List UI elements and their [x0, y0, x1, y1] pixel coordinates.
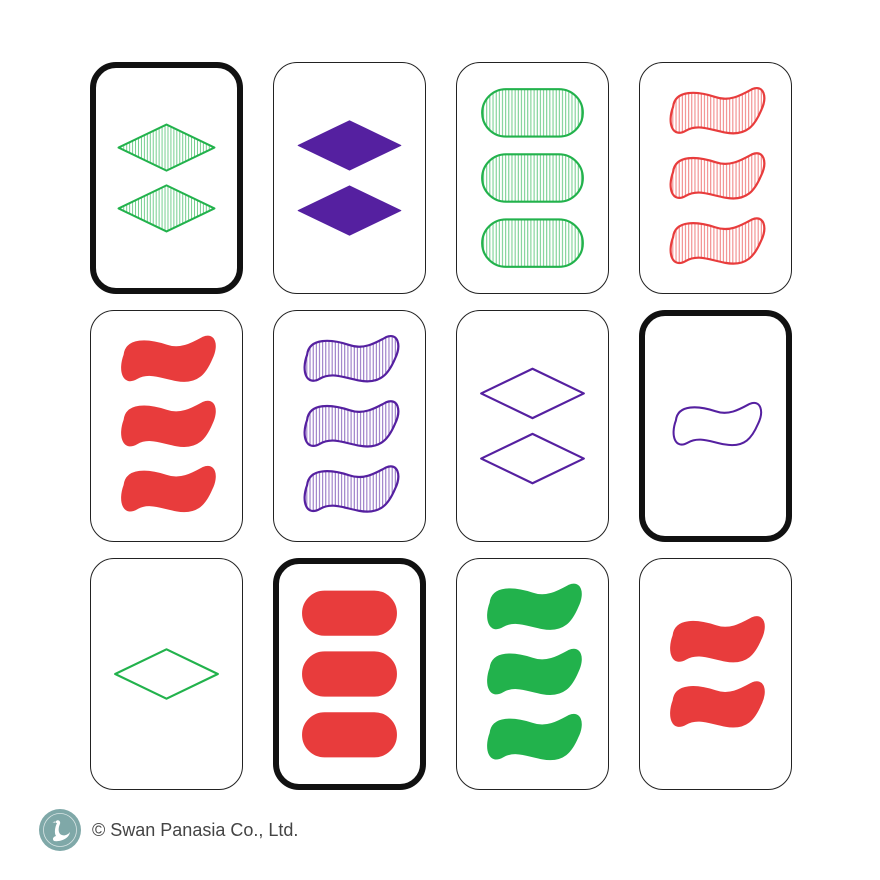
- squiggle-symbol: [487, 648, 582, 695]
- diamond-symbol: [297, 120, 402, 171]
- card-6[interactable]: [273, 310, 426, 542]
- diamond-symbol: [480, 367, 585, 420]
- squiggle-symbol: [303, 400, 400, 448]
- card-symbols: [303, 335, 400, 513]
- oval-symbol: [481, 88, 584, 138]
- squiggle-symbol: [303, 465, 400, 513]
- card-symbols: [297, 120, 402, 236]
- oval-symbol: [302, 712, 397, 758]
- squiggle-symbol: [672, 401, 763, 447]
- card-symbols: [487, 583, 582, 761]
- oval-symbol: [302, 651, 397, 697]
- card-symbols: [121, 335, 216, 513]
- card-8[interactable]: [639, 310, 792, 542]
- squiggle-symbol: [121, 335, 216, 382]
- oval-symbol: [302, 590, 397, 636]
- card-12[interactable]: [639, 558, 792, 790]
- card-symbols: [480, 367, 585, 485]
- squiggle-symbol: [669, 152, 766, 200]
- card-symbols: [481, 88, 584, 268]
- card-3[interactable]: [456, 62, 609, 294]
- card-symbols: [669, 87, 766, 265]
- card-symbols: [302, 590, 397, 758]
- squiggle-symbol: [121, 465, 216, 513]
- diamond-symbol: [297, 185, 402, 236]
- squiggle-symbol: [669, 217, 766, 265]
- squiggle-symbol: [670, 616, 765, 663]
- card-7[interactable]: [456, 310, 609, 542]
- diamond-symbol: [117, 184, 216, 233]
- squiggle-symbol: [121, 400, 216, 447]
- footer: © Swan Panasia Co., Ltd.: [38, 808, 298, 852]
- squiggle-symbol: [303, 335, 400, 383]
- card-2[interactable]: [273, 62, 426, 294]
- card-11[interactable]: [456, 558, 609, 790]
- card-symbols: [670, 616, 765, 728]
- squiggle-symbol: [669, 87, 766, 135]
- oval-symbol: [481, 153, 584, 203]
- diamond-symbol: [114, 648, 219, 700]
- swan-logo-icon: [39, 809, 81, 851]
- card-10[interactable]: [273, 558, 426, 790]
- card-symbols: [117, 123, 216, 233]
- card-9[interactable]: [90, 558, 243, 790]
- squiggle-symbol: [487, 713, 582, 761]
- card-symbols: [672, 401, 763, 447]
- squiggle-symbol: [670, 681, 765, 728]
- card-symbols: [114, 648, 219, 700]
- copyright-text: © Swan Panasia Co., Ltd.: [92, 819, 299, 840]
- card-1[interactable]: [90, 62, 243, 294]
- oval-symbol: [481, 218, 584, 268]
- diamond-symbol: [117, 123, 216, 172]
- squiggle-symbol: [487, 583, 582, 630]
- card-5[interactable]: [90, 310, 243, 542]
- card-4[interactable]: [639, 62, 792, 294]
- diamond-symbol: [480, 432, 585, 485]
